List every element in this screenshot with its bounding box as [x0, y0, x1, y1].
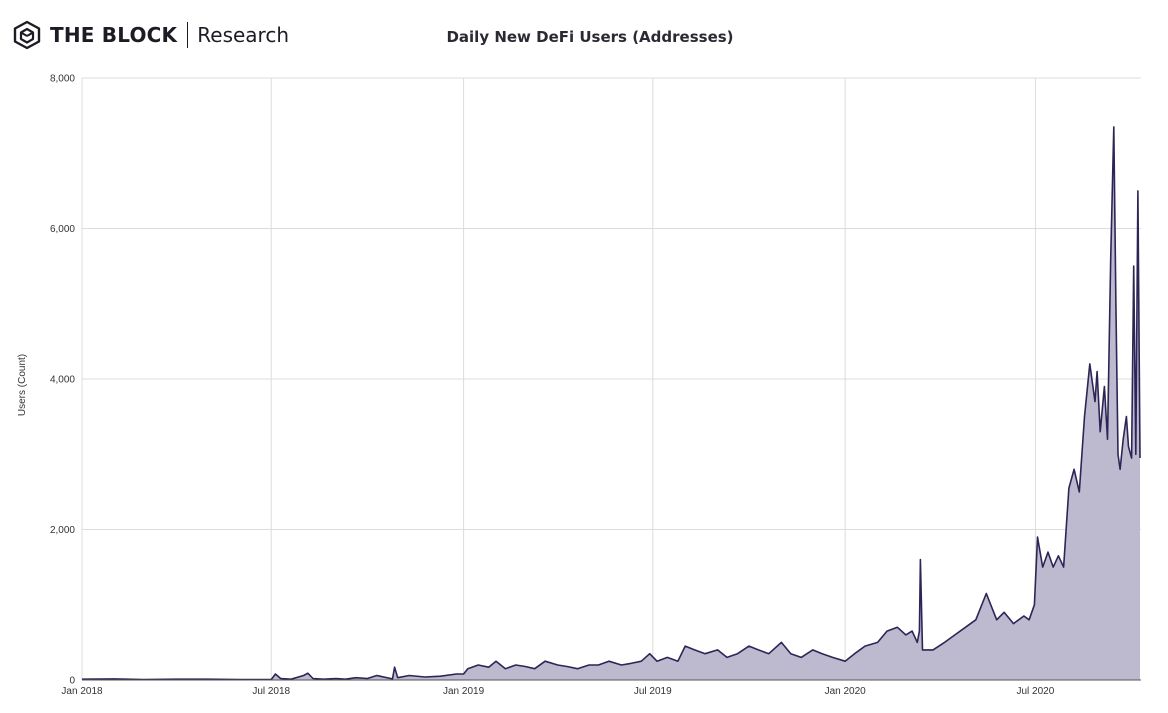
x-tick-label: Jul 2019 [634, 686, 672, 697]
brand-subtitle: Research [197, 23, 290, 47]
x-tick-label: Jul 2018 [252, 686, 290, 697]
y-tick-label: 6,000 [50, 224, 75, 235]
series-line [81, 126, 1141, 681]
grid-layer [81, 77, 1141, 680]
series-layer [81, 126, 1141, 681]
axis-layer: 0 2,000 4,000 6,000 8,000 Jan 2018 Jul 2018 Jan… [50, 74, 1141, 697]
brand-divider [187, 22, 189, 48]
x-tick-label: Jan 2018 [61, 686, 103, 697]
series-area [82, 126, 1140, 680]
y-tick-label: 0 [69, 676, 75, 687]
x-tick-label: Jan 2020 [825, 686, 867, 697]
x-tick-label: Jan 2019 [443, 686, 485, 697]
y-tick-label: 8,000 [50, 74, 75, 85]
y-axis-title: Users (Count) [17, 354, 28, 416]
y-tick-label: 4,000 [50, 375, 75, 386]
brand-logo: THE BLOCK Research [12, 18, 289, 52]
chart-title: Daily New DeFi Users (Addresses) [446, 28, 734, 46]
block-cube-icon [13, 20, 41, 50]
y-tick-label: 2,000 [50, 525, 75, 536]
brand-name: THE BLOCK [50, 23, 178, 47]
x-tick-label: Jul 2020 [1017, 686, 1055, 697]
